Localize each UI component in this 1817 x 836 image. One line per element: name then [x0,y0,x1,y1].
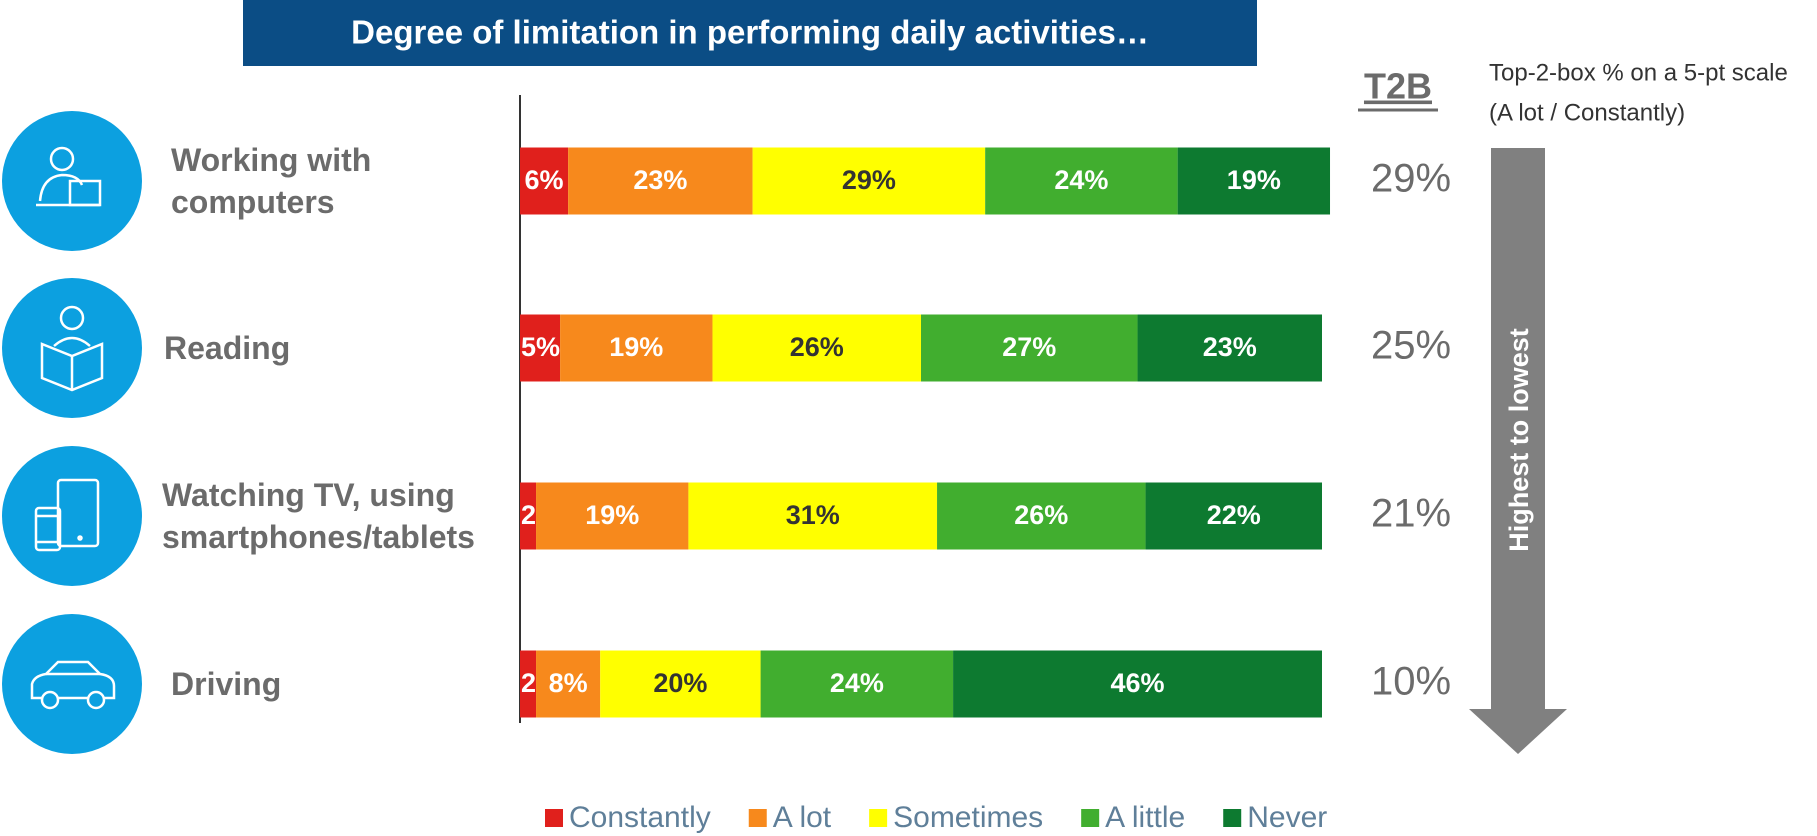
icon-part [56,478,100,548]
data-label: 6% [525,165,564,195]
legend-swatch [1081,809,1100,827]
legend-swatch [545,809,563,827]
bar-segment [760,650,954,718]
data-label: 8% [549,668,588,698]
chart-title: Degree of limitation in performing daily… [351,14,1149,51]
icon [40,305,104,392]
t2b-value: 29% [1371,157,1451,201]
icon-part [40,690,60,710]
legend-label: Constantly [569,801,711,834]
bar-segment [712,314,921,382]
legend-label: Sometimes [893,801,1043,834]
icon-circle [2,614,142,754]
bar-segment [921,314,1138,382]
legend-swatch [1223,809,1242,827]
bar-segment [600,650,761,718]
data-label: 19% [609,332,663,362]
icon-part [49,146,75,172]
bar-segment [536,650,601,718]
bar-segment [536,482,689,550]
category-label: Driving [171,666,282,702]
data-label: 23% [633,165,687,195]
bar-segment [1177,147,1331,215]
icon-part [77,535,83,541]
data-label: 26% [1014,500,1068,530]
data-label: 22% [1207,500,1261,530]
data-label: 29% [842,165,896,195]
data-label: 24% [830,668,884,698]
title-box [243,0,1257,66]
icon [34,478,100,552]
data-label: 23% [1203,332,1257,362]
legend-label: Never [1247,801,1327,834]
icon-circle [2,446,142,586]
icon-part [86,690,106,710]
data-label: 19% [1227,165,1281,195]
icon-part [30,660,116,700]
data-label: 46% [1111,668,1165,698]
data-label: 31% [786,500,840,530]
data-label: 19% [585,500,639,530]
bar-segment [520,147,569,215]
bar-segment [752,147,986,215]
data-label: 26% [790,332,844,362]
icon-part [34,506,62,552]
icon-part [59,305,85,331]
data-label: 27% [1002,332,1056,362]
bar-segment [560,314,713,382]
bar-segment [520,314,561,382]
legend-label: A little [1105,801,1185,834]
bar-segment [985,147,1178,215]
data-label: 20% [653,668,707,698]
arrow-label: Highest to lowest [1504,328,1534,552]
category-label: Working with computers [171,142,372,220]
t2b-value: 10% [1371,660,1451,704]
bar-segment [1137,314,1322,382]
icon [30,660,116,710]
t2b-header: T2B [1364,66,1432,107]
t2b-note: (A lot / Constantly) [1489,99,1685,126]
t2b-value: 25% [1371,324,1451,368]
category-label: Watching TV, using smartphones/tablets [162,477,475,555]
t2b-note: Top-2-box % on a 5-pt scale [1489,59,1788,86]
legend-swatch [869,809,888,827]
icon [36,146,102,207]
category-label: Reading [164,330,291,366]
bar-segment [937,482,1146,550]
bar-segment [568,147,753,215]
data-label: 24% [1054,165,1108,195]
icon-circle [2,278,142,418]
t2b-value: 21% [1371,492,1451,536]
bar-segment [688,482,938,550]
arrow [1469,148,1567,754]
legend-swatch [748,809,767,827]
bar-segment [953,650,1322,718]
bar-segment [520,482,537,550]
bar-segment [1145,482,1322,550]
data-label: 5% [521,332,560,362]
bar-segment [520,650,537,718]
icon-part [53,336,91,347]
legend-label: A lot [773,801,832,834]
